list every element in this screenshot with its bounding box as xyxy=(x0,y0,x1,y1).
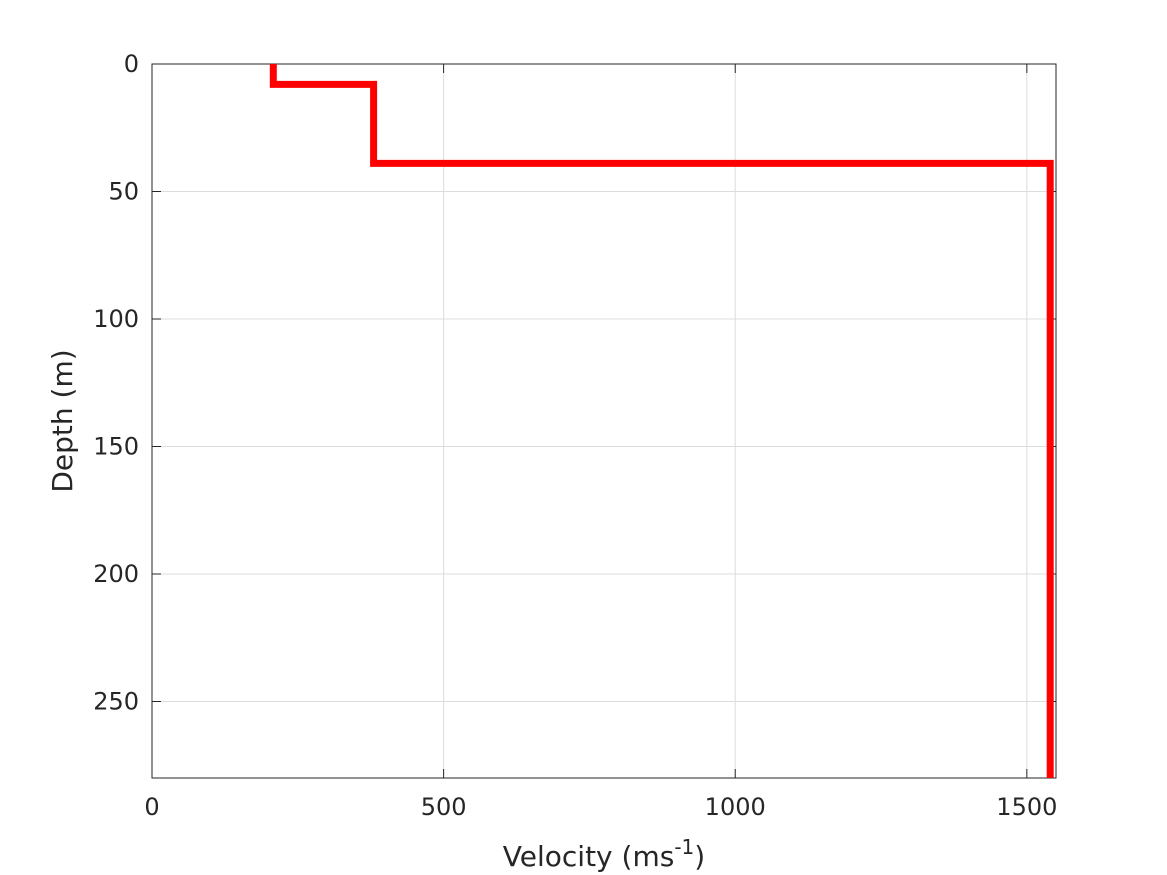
x-axis-title-superscript: -1 xyxy=(674,835,694,859)
velocity-profile-line xyxy=(269,64,1054,778)
y-tick-label: 250 xyxy=(93,688,139,716)
y-tick-label: 50 xyxy=(108,178,139,206)
x-tick-label: 500 xyxy=(421,793,467,821)
x-axis-title: Velocity (ms-1) xyxy=(503,835,705,873)
grid-lines xyxy=(151,63,1056,778)
x-tick-label: 1500 xyxy=(996,793,1057,821)
y-tick-label: 100 xyxy=(93,305,139,333)
x-tick-label: 1000 xyxy=(705,793,766,821)
x-axis-title-base: Velocity (ms xyxy=(503,840,675,873)
y-tick-label: 0 xyxy=(124,50,139,78)
x-tick-label: 0 xyxy=(144,793,159,821)
y-axis-title: Depth (m) xyxy=(46,349,79,492)
x-axis-title-close: ) xyxy=(694,840,705,873)
series-layer xyxy=(269,64,1054,778)
y-tick-label: 150 xyxy=(93,433,139,461)
plot-area-border xyxy=(151,63,1057,779)
axis-ticks: 0 500 1000 1500 0 50 100 150 200 250 xyxy=(93,50,1057,821)
y-tick-label: 200 xyxy=(93,560,139,588)
